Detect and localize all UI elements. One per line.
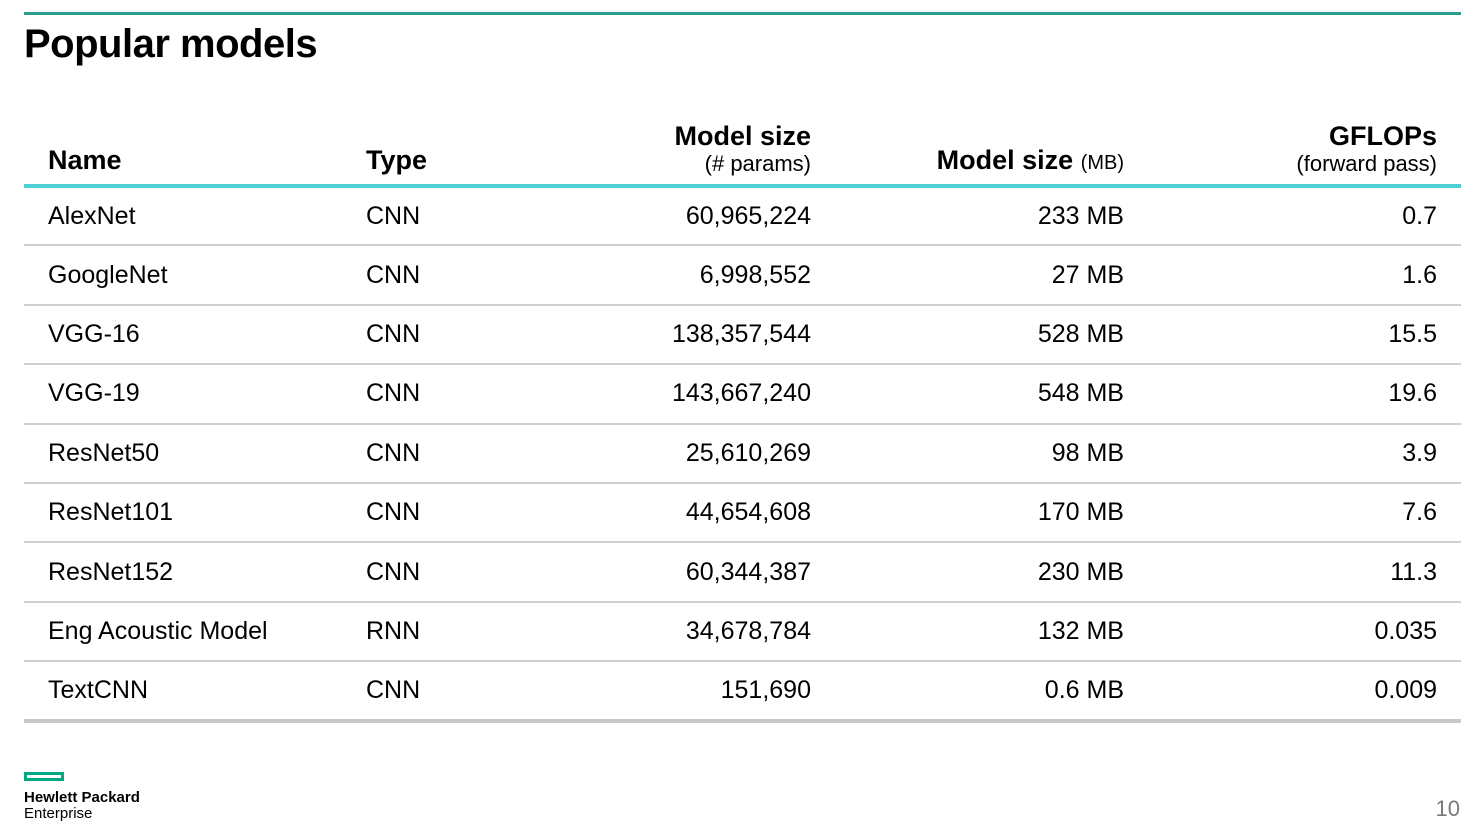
cell-size-mb: 233 MB (835, 186, 1148, 247)
cell-params: 151,690 (592, 661, 835, 723)
table-row: AlexNet CNN 60,965,224 233 MB 0.7 (24, 186, 1461, 247)
cell-size-mb: 528 MB (835, 304, 1148, 366)
header-gflops: GFLOPs (forward pass) (1148, 112, 1461, 188)
cell-size-mb: 98 MB (835, 423, 1148, 484)
cell-gflops: 0.009 (1148, 661, 1461, 723)
page-number: 10 (1435, 796, 1460, 821)
cell-size-mb: 230 MB (835, 542, 1148, 603)
table-row: VGG-19 CNN 143,667,240 548 MB 19.6 (24, 364, 1461, 425)
cell-type: CNN (342, 304, 592, 366)
cell-name: VGG-16 (24, 304, 342, 366)
cell-gflops: 11.3 (1148, 542, 1461, 603)
header-type: Type (342, 112, 592, 188)
header-model-size-mb-unit: (MB) (1080, 152, 1124, 175)
table-row: Eng Acoustic Model RNN 34,678,784 132 MB… (24, 601, 1461, 663)
cell-size-mb: 170 MB (835, 482, 1148, 544)
cell-params: 60,965,224 (592, 186, 835, 247)
cell-type: CNN (342, 245, 592, 306)
cell-name: Eng Acoustic Model (24, 601, 342, 663)
cell-type: CNN (342, 186, 592, 247)
cell-gflops: 0.035 (1148, 601, 1461, 663)
header-model-size-params-sub: (# params) (704, 150, 811, 176)
cell-type: RNN (342, 601, 592, 663)
hpe-rectangle-icon (24, 772, 64, 781)
logo-text-line2: Enterprise (24, 805, 93, 822)
cell-params: 6,998,552 (592, 245, 835, 306)
table-row: ResNet50 CNN 25,610,269 98 MB 3.9 (24, 423, 1461, 484)
header-model-size-params-main: Model size (674, 121, 811, 152)
cell-name: VGG-19 (24, 364, 342, 425)
cell-size-mb: 27 MB (835, 245, 1148, 306)
cell-name: AlexNet (24, 186, 342, 247)
table-row: VGG-16 CNN 138,357,544 528 MB 15.5 (24, 304, 1461, 366)
cell-size-mb: 132 MB (835, 601, 1148, 663)
cell-gflops: 15.5 (1148, 304, 1461, 366)
cell-name: ResNet50 (24, 423, 342, 484)
cell-params: 143,667,240 (592, 364, 835, 425)
table-row: ResNet101 CNN 44,654,608 170 MB 7.6 (24, 482, 1461, 544)
hpe-logo: Hewlett Packard Enterprise (24, 772, 140, 822)
cell-gflops: 3.9 (1148, 423, 1461, 484)
models-table: Name Type Model size (# params) Model si… (24, 112, 1461, 723)
cell-type: CNN (342, 482, 592, 544)
cell-params: 34,678,784 (592, 601, 835, 663)
cell-type: CNN (342, 661, 592, 723)
slide-title: Popular models (24, 22, 318, 66)
table-row: ResNet152 CNN 60,344,387 230 MB 11.3 (24, 542, 1461, 603)
cell-params: 138,357,544 (592, 304, 835, 366)
cell-params: 25,610,269 (592, 423, 835, 484)
header-gflops-main: GFLOPs (1328, 121, 1437, 152)
header-model-size-mb-main: Model size (936, 145, 1074, 176)
cell-type: CNN (342, 364, 592, 425)
cell-type: CNN (342, 542, 592, 603)
header-model-size-params: Model size (# params) (592, 112, 835, 188)
cell-gflops: 19.6 (1148, 364, 1461, 425)
cell-name: ResNet152 (24, 542, 342, 603)
cell-size-mb: 548 MB (835, 364, 1148, 425)
cell-name: TextCNN (24, 661, 342, 723)
cell-gflops: 1.6 (1148, 245, 1461, 306)
table-row: GoogleNet CNN 6,998,552 27 MB 1.6 (24, 245, 1461, 306)
table-row: TextCNN CNN 151,690 0.6 MB 0.009 (24, 661, 1461, 723)
cell-params: 44,654,608 (592, 482, 835, 544)
table-header-row: Name Type Model size (# params) Model si… (24, 112, 1461, 188)
header-name: Name (24, 112, 342, 188)
header-model-size-mb: Model size (MB) (835, 112, 1148, 188)
logo-text-line1: Hewlett Packard (24, 789, 140, 806)
cell-gflops: 0.7 (1148, 186, 1461, 247)
cell-size-mb: 0.6 MB (835, 661, 1148, 723)
cell-name: GoogleNet (24, 245, 342, 306)
cell-params: 60,344,387 (592, 542, 835, 603)
top-divider (24, 12, 1461, 15)
header-gflops-sub: (forward pass) (1296, 150, 1437, 176)
cell-type: CNN (342, 423, 592, 484)
cell-name: ResNet101 (24, 482, 342, 544)
cell-gflops: 7.6 (1148, 482, 1461, 544)
